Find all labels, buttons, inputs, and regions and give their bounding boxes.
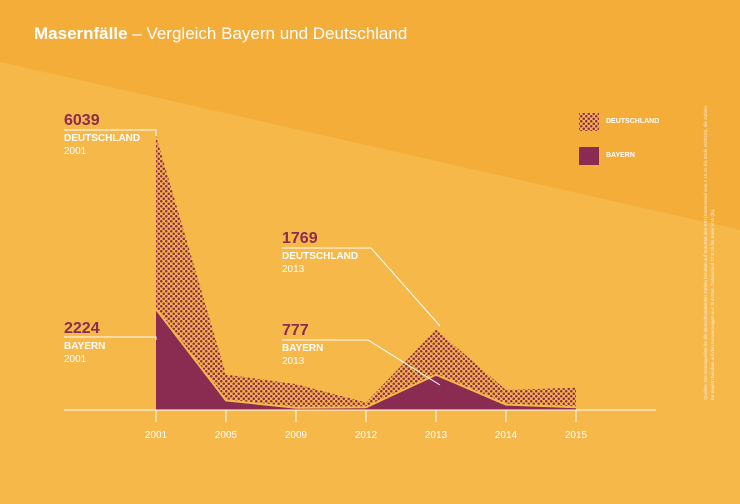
x-tick-label: 2015 (565, 430, 588, 441)
annotation-bayern-2001: 2224 BAYERN 2001 (64, 320, 105, 366)
annotation-label: DEUTSCHLAND (64, 133, 141, 144)
annotation-deutschland-2013: 1769 DEUTSCHLAND 2013 (282, 230, 358, 276)
annotation-label: DEUTSCHLAND (282, 251, 359, 262)
annotation-value: 777 (282, 322, 309, 339)
legend-swatch-bayern (579, 147, 599, 165)
x-tick-label: 2012 (355, 430, 378, 441)
x-tick-label: 2009 (285, 430, 308, 441)
annotation-year: 2013 (282, 356, 305, 367)
annotation-value: 2224 (64, 320, 100, 337)
annotation-year: 2013 (282, 264, 305, 275)
x-tick-label: 2013 (425, 430, 448, 441)
x-tick-label: 2001 (145, 430, 168, 441)
annotation-value: 1769 (282, 230, 318, 247)
leader-by2013 (282, 339, 441, 386)
legend-label-bayern: BAYERN (606, 152, 635, 159)
leader-by2001 (64, 336, 157, 340)
x-tick-label: 2005 (215, 430, 238, 441)
area-bayern-edge (155, 308, 577, 409)
annotation-year: 2001 (64, 354, 87, 365)
legend-swatch-deutschland (579, 113, 599, 131)
annotation-deutschland-2001: 6039 DEUTSCHLAND 2001 (64, 112, 140, 158)
annotation-bayern-2013: 777 BAYERN 2013 (282, 322, 323, 368)
background-shape (0, 0, 740, 230)
annotation-value: 6039 (64, 112, 100, 129)
chart-title-rest: – Vergleich Bayern und Deutschland (127, 24, 408, 43)
annotation-label: BAYERN (282, 343, 324, 354)
x-tick-label: 2014 (495, 430, 518, 441)
source-note: Quellen: Die Datenquellen für die deutsc… (703, 106, 715, 400)
legend-label-deutschland: DEUTSCHLAND (606, 118, 660, 125)
annotation-year: 2001 (64, 146, 87, 157)
leader-de2001 (64, 129, 157, 136)
chart-title: Masernfälle – Vergleich Bayern und Deuts… (34, 24, 407, 44)
leader-de2013 (282, 247, 441, 327)
chart-title-bold: Masernfälle (34, 24, 128, 43)
annotation-label: BAYERN (64, 341, 106, 352)
area-bayern (156, 309, 576, 410)
